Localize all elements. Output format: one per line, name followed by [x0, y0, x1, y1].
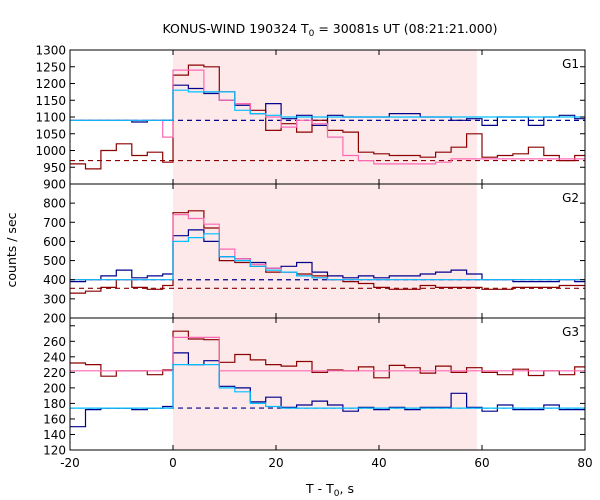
series-line-4 — [70, 233, 585, 281]
y-tick-label: 1200 — [35, 77, 66, 91]
x-tick-label: 80 — [577, 456, 592, 470]
y-tick-label: 600 — [43, 235, 66, 249]
series-line-2 — [70, 64, 585, 170]
x-axis-label-text: T - T0, s — [305, 481, 354, 499]
x-tick-label: 60 — [474, 456, 489, 470]
series-line-2 — [70, 210, 585, 294]
y-tick-label: 1250 — [35, 60, 66, 74]
series-line-2 — [70, 330, 585, 379]
y-tick-label: 140 — [43, 428, 66, 442]
y-tick-label: 1000 — [35, 144, 66, 158]
title-main: KONUS-WIND 190324 T — [162, 21, 308, 36]
series-line-1 — [70, 352, 585, 428]
panel-g2: 200 300 400 500 600 700 800 G2 — [43, 183, 586, 326]
y-tick-label: 1050 — [35, 127, 66, 141]
y-tick-label: 160 — [43, 412, 66, 426]
x-label-rest: , s — [340, 481, 354, 496]
y-tick-label: 200 — [43, 381, 66, 395]
y-tick-label: 200 — [43, 312, 66, 326]
y-tick-label: 700 — [43, 216, 66, 230]
x-tick-label: 0 — [169, 456, 177, 470]
panel-label: G1 — [562, 57, 579, 71]
panel-g1: 900 950 1000 1050 1100 1150 1200 1250 1300 G1 — [35, 44, 586, 192]
series-line-3 — [70, 336, 585, 372]
y-tick-label: 220 — [43, 366, 66, 380]
series-line-4 — [70, 89, 585, 121]
panel-frame — [69, 317, 586, 451]
panel-label: G3 — [562, 325, 579, 339]
y-tick-label: 400 — [43, 273, 66, 287]
shaded-interval — [173, 184, 477, 318]
y-tick-label: 1300 — [35, 44, 66, 58]
x-tick-label: 40 — [371, 456, 386, 470]
y-tick-label: 240 — [43, 350, 66, 364]
y-tick-label: 800 — [43, 197, 66, 211]
series-line-1 — [70, 229, 585, 283]
y-tick-label: 950 — [43, 161, 66, 175]
x-label-subscript: 0 — [334, 489, 340, 499]
y-axis-label-text: counts / sec — [4, 212, 19, 287]
series-line-4 — [70, 364, 585, 409]
title-subscript: 0 — [309, 29, 315, 39]
y-tick-label: 900 — [43, 178, 66, 192]
y-tick-label: 300 — [43, 292, 66, 306]
x-tick-label: 20 — [268, 456, 283, 470]
shaded-interval — [173, 318, 477, 450]
x-tick-label: -20 — [60, 456, 80, 470]
title-text: KONUS-WIND 190324 T0 = 30081s UT (08:21:… — [162, 21, 497, 39]
panels: 9009501000105011001150120012501300G12003… — [35, 44, 592, 471]
y-tick-label: 1100 — [35, 111, 66, 125]
y-tick-label: 260 — [43, 335, 66, 349]
title-rest: = 30081s UT (08:21:21.000) — [314, 21, 497, 36]
panel-label: G2 — [562, 191, 579, 205]
y-tick-label: 120 — [43, 444, 66, 458]
x-axis-label: T - T0, s — [305, 481, 354, 499]
y-tick-label: 500 — [43, 254, 66, 268]
y-axis-label: counts / sec — [4, 212, 19, 287]
x-label-main: T - T — [305, 481, 334, 496]
y-tick-label: 1150 — [35, 94, 66, 108]
y-tick-label: 180 — [43, 397, 66, 411]
chart-title: KONUS-WIND 190324 T0 = 30081s UT (08:21:… — [162, 21, 497, 39]
